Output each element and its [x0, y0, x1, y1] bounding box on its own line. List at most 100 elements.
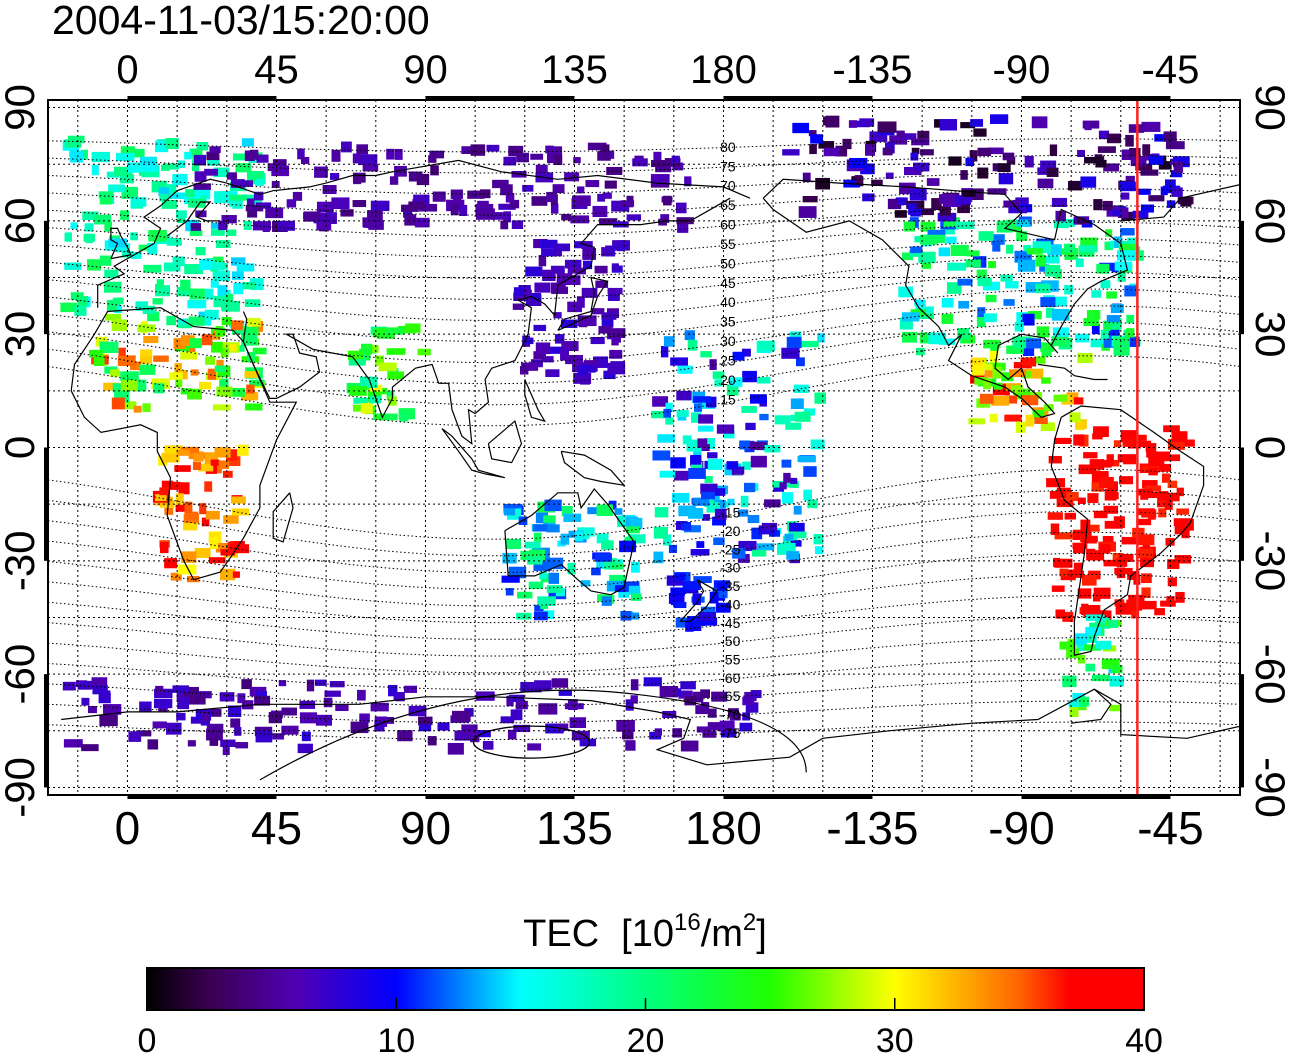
tec-cell — [301, 731, 311, 742]
tec-cell — [1026, 248, 1043, 255]
tec-cell — [1035, 283, 1051, 294]
contour-label: -70 — [720, 707, 740, 723]
tec-cell — [1008, 206, 1028, 214]
tec-cell — [1147, 511, 1156, 520]
obs-region-patagonia — [1059, 614, 1124, 717]
tec-cell — [707, 708, 717, 718]
map-grid — [48, 100, 1240, 795]
tec-cell — [236, 263, 255, 272]
tec-cell — [1073, 544, 1086, 554]
tec-cell — [1073, 434, 1085, 446]
tec-cell — [673, 601, 687, 609]
frame-bar — [1021, 96, 1171, 101]
tec-cell — [564, 259, 582, 269]
tec-cell — [539, 239, 558, 249]
tec-cell — [89, 349, 104, 358]
tec-cell — [690, 549, 710, 556]
tec-cell — [87, 259, 102, 271]
tec-cell — [561, 505, 573, 517]
tec-cell — [165, 138, 179, 149]
contour-label: -35 — [720, 578, 740, 594]
tec-cell — [193, 183, 211, 190]
tec-cell — [99, 255, 112, 266]
tec-cell — [541, 248, 557, 257]
tec-cell — [229, 194, 248, 201]
tec-cell — [547, 146, 563, 155]
tec-cell — [175, 504, 190, 512]
tec-cell — [1083, 317, 1099, 326]
tec-cell — [508, 145, 524, 157]
tec-cell — [1056, 487, 1071, 499]
contour-line — [48, 531, 1240, 590]
lat-label-right: 0 — [1247, 436, 1292, 459]
tec-cell — [609, 349, 623, 359]
tec-cell — [93, 355, 105, 366]
tec-cell — [1137, 534, 1155, 546]
tec-cell — [654, 507, 669, 518]
obs-region-australia — [501, 499, 646, 621]
tec-cell — [64, 262, 82, 270]
lon-label-top: 45 — [254, 48, 299, 92]
tec-cell — [971, 364, 985, 376]
tec-cell — [663, 408, 672, 418]
contour-label: 75 — [720, 158, 736, 174]
tec-cell — [1113, 440, 1122, 448]
contour-label: 25 — [720, 352, 736, 368]
tec-cell — [316, 201, 334, 213]
tec-cell — [281, 725, 299, 735]
tec-cell — [375, 355, 385, 366]
tec-cell — [955, 195, 972, 205]
tec-cell — [1180, 197, 1192, 207]
tec-cell — [210, 229, 225, 236]
tec-cell — [155, 494, 167, 502]
tec-cell — [900, 133, 917, 140]
tec-cell — [393, 692, 405, 701]
tec-cell — [172, 256, 185, 267]
tec-cell — [535, 164, 548, 175]
tec-cell — [943, 217, 960, 228]
tec-cell — [255, 730, 273, 743]
tec-cell — [709, 359, 717, 370]
tec-cell — [278, 680, 287, 687]
tec-cell — [91, 164, 99, 176]
tec-cell — [1009, 369, 1027, 377]
tec-cell — [1144, 485, 1161, 492]
tec-cell — [908, 249, 920, 257]
colorbar-tick-label: 40 — [1125, 1022, 1163, 1057]
tec-cell — [576, 186, 585, 194]
tec-cell — [1013, 388, 1031, 400]
tec-cell — [789, 331, 802, 342]
tec-cell — [242, 281, 256, 290]
tec-cell — [761, 522, 778, 531]
tec-cell — [368, 396, 381, 404]
tec-cell — [353, 397, 368, 404]
tec-cell — [1105, 491, 1119, 500]
lat-label-left: 0 — [0, 436, 43, 459]
lat-label-right: 60 — [1247, 198, 1292, 245]
tec-cell — [605, 245, 616, 257]
tec-cell — [971, 357, 987, 368]
tec-cell — [602, 192, 612, 199]
tec-cell — [360, 376, 378, 388]
tec-cell — [372, 328, 386, 338]
tec-cell — [201, 517, 210, 527]
coast-greenland — [1120, 183, 1240, 222]
lon-label-bottom: 45 — [251, 802, 302, 854]
tec-cell — [781, 347, 800, 359]
tec-cell — [214, 191, 231, 204]
tec-cell — [618, 591, 630, 598]
tec-cell — [1081, 634, 1097, 643]
tec-cell — [1103, 559, 1121, 567]
tec-cell — [835, 145, 848, 157]
frame-bar — [723, 96, 873, 101]
tec-cell — [989, 350, 999, 363]
tec-cell — [1125, 134, 1134, 147]
tec-cell — [711, 691, 728, 702]
contour-line — [48, 271, 1240, 321]
tec-cell — [869, 131, 888, 142]
tec-cell — [232, 326, 248, 335]
tec-cell — [1055, 210, 1066, 222]
tec-cell — [218, 460, 230, 469]
tec-cell — [234, 345, 245, 352]
